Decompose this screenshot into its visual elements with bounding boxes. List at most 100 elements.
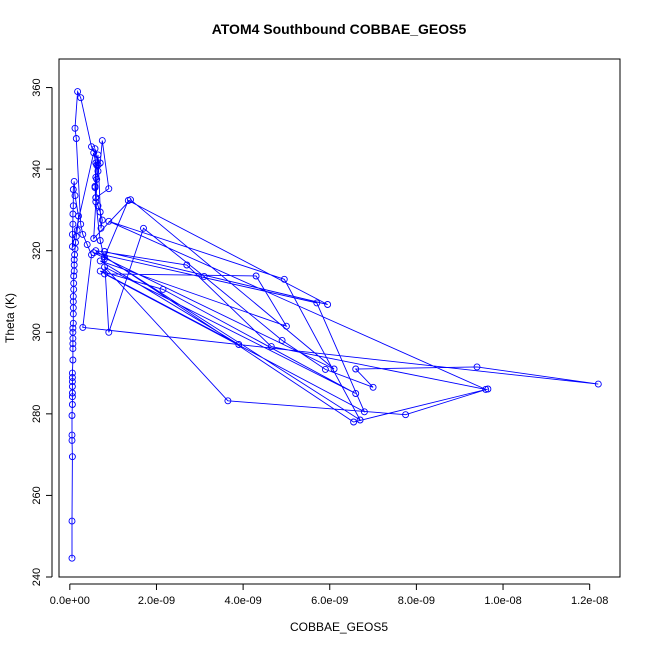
data-point	[105, 185, 113, 193]
data-point	[105, 217, 113, 225]
data-point	[101, 263, 108, 271]
data-point	[96, 257, 104, 265]
data-point	[313, 299, 321, 307]
data-point	[69, 292, 77, 300]
data-point	[594, 380, 602, 388]
x-tick-label: 6.0e-09	[311, 595, 348, 607]
data-point	[70, 177, 78, 185]
data-point	[69, 356, 77, 364]
y-tick-label: 240	[31, 568, 43, 586]
data-point	[71, 124, 79, 132]
x-tick-label: 0.0e+00	[50, 595, 90, 607]
data-point	[352, 390, 360, 397]
x-axis-label: COBBAE_GEOS5	[290, 620, 388, 634]
data-point	[94, 161, 102, 169]
data-point	[91, 145, 99, 153]
data-point	[267, 343, 275, 351]
data-point	[70, 272, 78, 280]
data-point	[68, 389, 76, 397]
data-point	[183, 261, 191, 269]
data-point	[77, 94, 85, 102]
data-point	[70, 279, 78, 287]
y-axis-label: Theta (K)	[3, 293, 17, 343]
data-point	[90, 149, 98, 157]
data-point	[350, 418, 358, 426]
data-point	[68, 230, 76, 238]
data-point	[96, 208, 104, 216]
data-point	[96, 237, 104, 244]
x-tick-label: 1.2e-08	[571, 595, 608, 607]
series-layer	[68, 88, 602, 562]
data-point	[98, 216, 106, 224]
x-tick-label: 2.0e-09	[138, 595, 175, 607]
data-point	[79, 323, 87, 331]
data-point	[92, 247, 100, 255]
plot-area-frame	[58, 58, 621, 578]
data-point	[92, 173, 100, 181]
data-point	[280, 275, 288, 283]
data-point	[68, 383, 76, 390]
data-point	[70, 261, 78, 269]
data-point	[90, 235, 98, 242]
data-point	[98, 137, 106, 145]
data-point	[352, 365, 360, 373]
x-tick-label: 8.0e-09	[398, 595, 435, 607]
data-point	[68, 431, 76, 439]
data-point	[68, 554, 76, 562]
data-point	[356, 416, 364, 424]
data-point	[77, 220, 85, 228]
data-point	[321, 365, 329, 373]
data-point	[68, 393, 76, 401]
data-point	[69, 345, 77, 353]
data-point	[69, 324, 77, 332]
data-point	[74, 88, 82, 96]
data-point	[69, 210, 77, 218]
data-point	[101, 255, 108, 263]
data-point	[69, 328, 77, 336]
data-point	[68, 517, 76, 525]
data-point	[92, 194, 100, 202]
data-point	[200, 272, 208, 280]
series-line	[71, 89, 599, 559]
data-point	[360, 408, 368, 416]
data-point	[68, 369, 76, 377]
data-point	[68, 401, 76, 408]
y-tick-label: 340	[31, 160, 43, 178]
data-point	[96, 267, 104, 275]
y-tick-label: 320	[31, 242, 43, 260]
y-axis: 240 260 280 300 320 340 360	[31, 78, 53, 586]
data-point	[68, 453, 76, 461]
data-point	[324, 301, 332, 308]
y-tick-label: 300	[31, 323, 43, 341]
data-point	[72, 135, 80, 142]
data-point	[71, 192, 79, 200]
data-point	[70, 256, 78, 264]
data-point	[90, 249, 98, 257]
data-point	[68, 374, 76, 381]
data-point	[473, 363, 481, 371]
x-tick-label: 1.0e-08	[484, 595, 521, 607]
data-point	[69, 186, 77, 193]
data-point	[330, 365, 338, 373]
y-tick-label: 280	[31, 405, 43, 423]
data-point	[96, 159, 104, 167]
data-point	[68, 378, 76, 386]
data-point	[79, 230, 87, 238]
data-point	[252, 272, 260, 280]
data-point	[140, 224, 147, 232]
data-point	[68, 412, 76, 419]
data-point	[69, 220, 77, 228]
x-tick-label: 4.0e-09	[224, 595, 261, 607]
data-point	[69, 298, 77, 306]
data-point	[278, 336, 286, 344]
data-point	[94, 151, 102, 159]
data-point	[224, 397, 232, 405]
data-point	[101, 248, 108, 255]
y-tick-label: 360	[31, 78, 43, 96]
x-axis: 0.0e+00 2.0e-09 4.0e-09 6.0e-09 8.0e-09 1.0e-…	[50, 583, 608, 607]
data-point	[91, 182, 99, 190]
data-point	[105, 328, 113, 336]
data-point	[68, 243, 76, 251]
data-point	[97, 224, 105, 232]
